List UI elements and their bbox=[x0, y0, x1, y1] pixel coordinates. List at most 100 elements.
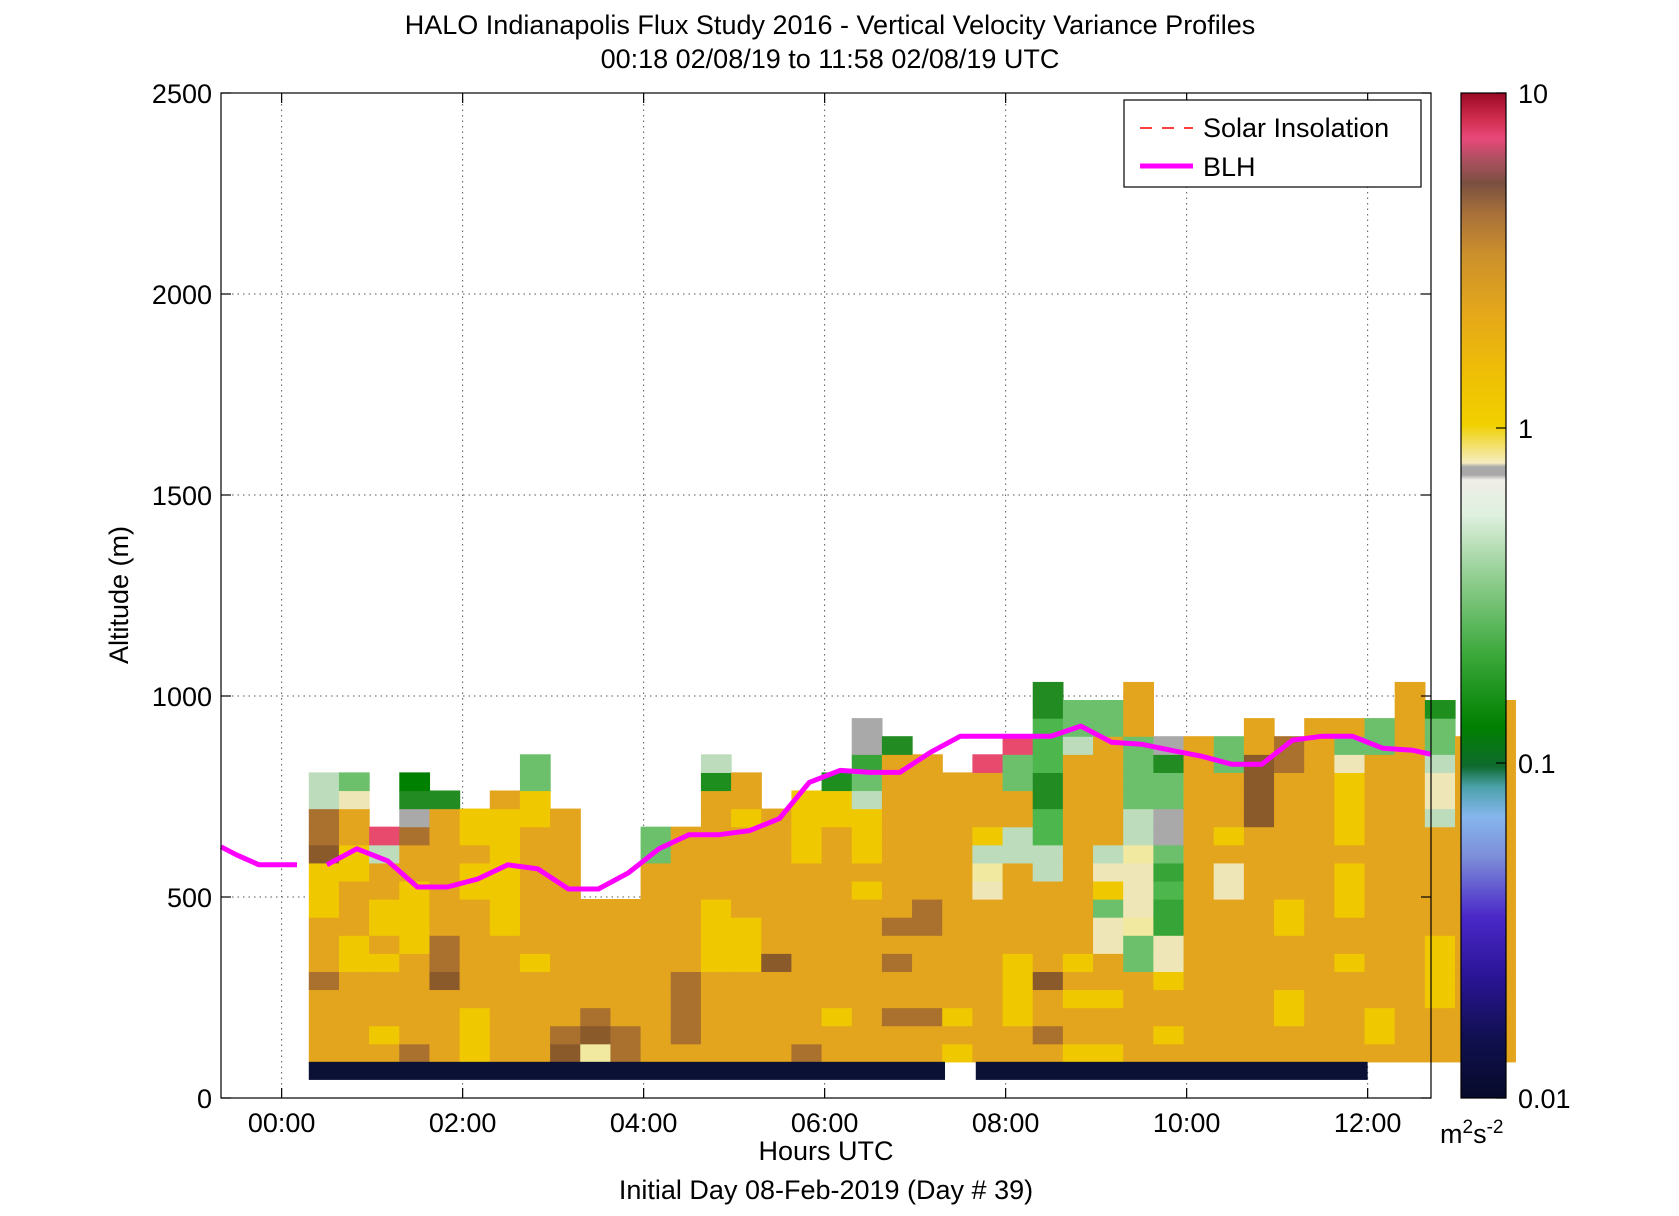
heatmap-cell bbox=[881, 808, 913, 828]
heatmap-cell bbox=[851, 1043, 883, 1063]
heatmap-cell bbox=[1032, 935, 1064, 954]
heatmap-cell bbox=[942, 1007, 973, 1027]
heatmap-cell bbox=[1424, 700, 1456, 719]
heatmap-cell bbox=[1243, 790, 1275, 810]
heatmap-cell bbox=[700, 880, 732, 900]
colorbar-unit-sup1: 2 bbox=[1463, 1117, 1474, 1138]
heatmap-cell bbox=[399, 1007, 431, 1027]
heatmap-cell bbox=[1153, 899, 1185, 918]
heatmap-cell bbox=[459, 826, 491, 846]
heatmap-cell bbox=[972, 754, 1004, 773]
heatmap-cell bbox=[731, 862, 762, 882]
heatmap-cell bbox=[1123, 844, 1154, 864]
heatmap-cell bbox=[1243, 808, 1275, 828]
heatmap-cell bbox=[972, 862, 1004, 882]
y-tick-label: 2500 bbox=[152, 79, 212, 109]
heatmap-cell bbox=[1424, 808, 1456, 828]
heatmap-cell bbox=[399, 935, 431, 954]
heatmap-cell bbox=[1153, 1025, 1185, 1045]
heatmap-cell bbox=[459, 880, 491, 900]
heatmap-cell bbox=[1394, 700, 1426, 719]
heatmap-cell bbox=[338, 862, 370, 882]
heatmap-cell bbox=[791, 953, 823, 972]
heatmap-cell bbox=[1123, 953, 1154, 972]
heatmap-cell bbox=[700, 754, 732, 773]
heatmap-cell bbox=[1032, 880, 1064, 900]
heatmap-cell bbox=[1424, 844, 1456, 864]
x-tick-label: 08:00 bbox=[972, 1108, 1040, 1138]
heatmap-cell bbox=[821, 844, 853, 864]
heatmap-cell bbox=[761, 1043, 793, 1063]
heatmap-cell bbox=[1002, 899, 1034, 918]
heatmap-cell bbox=[1334, 826, 1366, 846]
heatmap-cell bbox=[1123, 754, 1154, 773]
heatmap-cell bbox=[550, 1043, 581, 1063]
heatmap-cell bbox=[1153, 826, 1185, 846]
heatmap-cell bbox=[640, 953, 672, 972]
heatmap-cell bbox=[610, 971, 642, 991]
heatmap-cell bbox=[851, 880, 883, 900]
heatmap-cell bbox=[700, 862, 732, 882]
heatmap-cell bbox=[640, 1025, 672, 1045]
heatmap-cell bbox=[1002, 808, 1034, 828]
heatmap-cell bbox=[1243, 1043, 1275, 1063]
heatmap-cell bbox=[1304, 844, 1335, 864]
heatmap-cell bbox=[1093, 899, 1124, 918]
heatmap-cell bbox=[1243, 971, 1275, 991]
heatmap-cell bbox=[1394, 1025, 1426, 1045]
heatmap-cell bbox=[791, 826, 823, 846]
heatmap-cell bbox=[1243, 772, 1275, 792]
heatmap-cell bbox=[1274, 1007, 1305, 1027]
heatmap-cell bbox=[700, 844, 732, 864]
heatmap-cell bbox=[369, 1007, 400, 1027]
heatmap-cell bbox=[1123, 935, 1154, 954]
heatmap-cell bbox=[1334, 1043, 1366, 1063]
heatmap-cell bbox=[1093, 862, 1124, 882]
heatmap-cell bbox=[1093, 700, 1124, 719]
insolation-segment-1 bbox=[975, 1061, 1368, 1080]
heatmap-cell bbox=[1274, 935, 1305, 954]
heatmap-cell bbox=[1062, 808, 1094, 828]
heatmap-cell bbox=[1153, 935, 1185, 954]
heatmap-cell bbox=[851, 953, 883, 972]
heatmap-cell bbox=[1002, 862, 1034, 882]
heatmap-cell bbox=[1394, 718, 1426, 737]
heatmap-cell bbox=[1304, 1007, 1335, 1027]
heatmap-cell bbox=[399, 899, 431, 918]
heatmap-cell bbox=[640, 1007, 672, 1027]
heatmap-cell bbox=[851, 754, 883, 773]
heatmap-cell bbox=[1274, 899, 1305, 918]
heatmap-cell bbox=[1062, 880, 1094, 900]
heatmap-cell bbox=[670, 1025, 702, 1045]
heatmap-cell bbox=[791, 1007, 823, 1027]
heatmap-cell bbox=[851, 790, 883, 810]
heatmap-cell bbox=[1123, 1025, 1154, 1045]
heatmap-cell bbox=[912, 790, 943, 810]
heatmap-cell bbox=[821, 1007, 853, 1027]
heatmap-cell bbox=[580, 971, 612, 991]
heatmap-cell bbox=[761, 953, 793, 972]
heatmap-cell bbox=[881, 1043, 913, 1063]
heatmap-cell bbox=[1153, 790, 1185, 810]
heatmap-cell bbox=[1032, 899, 1064, 918]
heatmap-cell bbox=[550, 844, 581, 864]
heatmap-cell bbox=[972, 826, 1004, 846]
heatmap-cell bbox=[1032, 917, 1064, 936]
heatmap-cell bbox=[308, 935, 340, 954]
heatmap-cell bbox=[972, 1025, 1004, 1045]
heatmap-cell bbox=[338, 790, 370, 810]
heatmap-cell bbox=[1062, 826, 1094, 846]
heatmap-cell bbox=[942, 772, 973, 792]
heatmap-cell bbox=[580, 953, 612, 972]
heatmap-cell bbox=[429, 899, 461, 918]
heatmap-cell bbox=[1304, 917, 1335, 936]
heatmap-cell bbox=[1062, 971, 1094, 991]
heatmap-cell bbox=[399, 1025, 431, 1045]
plot-frame bbox=[220, 92, 1432, 1099]
heatmap-cell bbox=[459, 953, 491, 972]
heatmap-cell bbox=[550, 899, 581, 918]
heatmap-cell bbox=[489, 953, 521, 972]
heatmap-cell bbox=[700, 917, 732, 936]
heatmap-cell bbox=[972, 899, 1004, 918]
heatmap-cell bbox=[489, 880, 521, 900]
